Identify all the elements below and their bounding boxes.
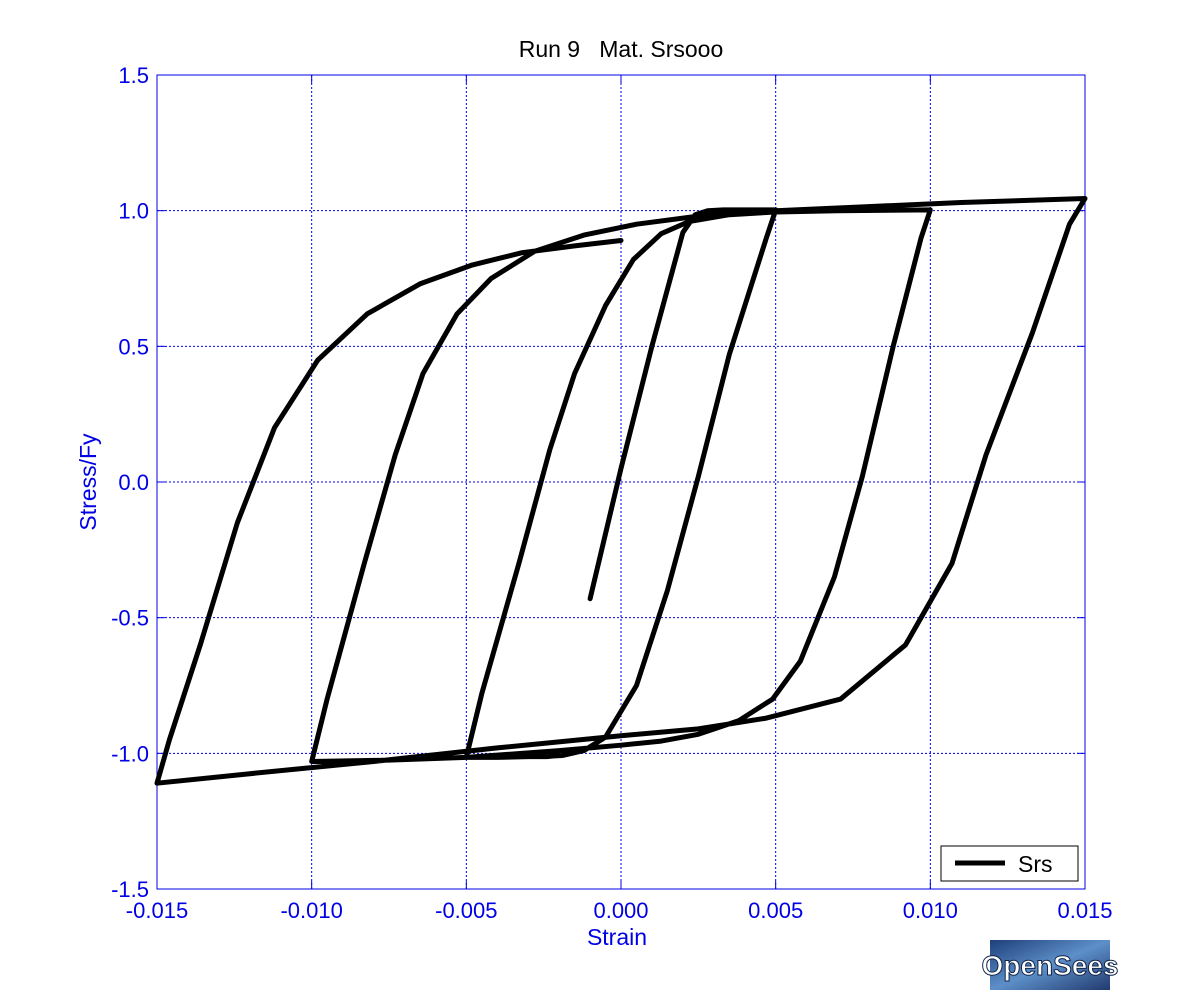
y-tick-label: -0.5 <box>111 606 149 631</box>
x-tick-label: 0.015 <box>1057 898 1112 923</box>
y-tick-labels: -1.5 -1.0 -0.5 0.0 0.5 1.0 1.5 <box>111 63 149 902</box>
x-tick-label: -0.015 <box>126 898 188 923</box>
y-tick-label: 0.0 <box>118 470 149 495</box>
x-tick-label: 0.005 <box>748 898 803 923</box>
y-tick-label: 0.5 <box>118 334 149 359</box>
tick-marks <box>156 74 1086 890</box>
series-line-srs <box>154 196 1088 786</box>
plot-frame <box>156 74 1086 890</box>
y-tick-label: 1.0 <box>118 199 149 224</box>
logo-text: OpenSees <box>982 950 1119 981</box>
y-tick-label: -1.0 <box>111 741 149 766</box>
x-tick-label: 0.000 <box>593 898 648 923</box>
legend-entry-srs: Srs <box>1018 851 1053 877</box>
x-tick-labels: -0.015 -0.010 -0.005 0.000 0.005 0.010 0.015 <box>126 898 1113 923</box>
y-tick-label: -1.5 <box>111 877 149 902</box>
x-axis-label: Strain <box>587 924 647 950</box>
x-tick-label: 0.010 <box>903 898 958 923</box>
logo-background <box>990 940 1110 990</box>
legend: Srs <box>940 845 1079 882</box>
x-tick-label: -0.005 <box>435 898 497 923</box>
y-tick-label: 1.5 <box>118 63 149 88</box>
x-tick-label: -0.010 <box>280 898 342 923</box>
opensees-logo: OpenSees <box>981 940 1119 990</box>
series <box>154 196 1088 786</box>
y-axis-label: Stress/Fy <box>75 433 101 531</box>
chart-title: Run 9 Mat. Srsooo <box>519 36 724 62</box>
